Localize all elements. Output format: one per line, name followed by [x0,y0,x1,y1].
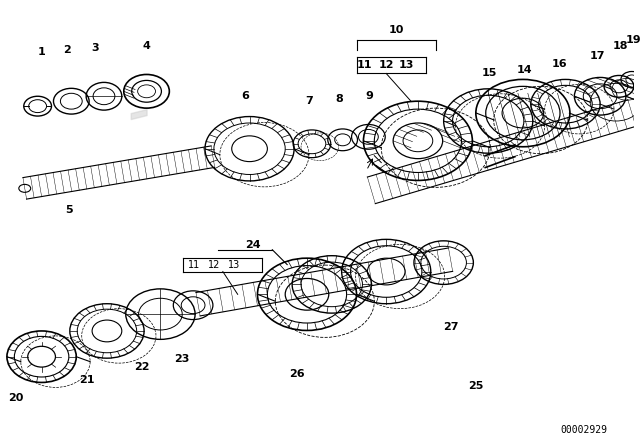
Text: 13: 13 [398,60,413,69]
Text: 7: 7 [305,96,313,106]
Text: 1: 1 [38,47,45,57]
Text: 12: 12 [208,259,220,270]
Text: 24: 24 [244,240,260,250]
Text: 20: 20 [8,393,24,403]
Text: 22: 22 [134,362,149,371]
Text: 19: 19 [626,35,640,45]
Text: 10: 10 [388,25,404,35]
Text: 9: 9 [365,91,373,101]
Text: 12: 12 [378,60,394,69]
Text: 6: 6 [242,91,250,101]
Text: 11: 11 [188,259,200,270]
Text: 15: 15 [481,69,497,78]
Text: 27: 27 [443,322,458,332]
Text: 13: 13 [228,259,240,270]
Text: 11: 11 [356,60,372,69]
Text: 25: 25 [468,381,483,392]
Text: 2: 2 [63,45,71,55]
Text: 23: 23 [175,353,190,364]
Text: 18: 18 [613,41,628,51]
Text: 21: 21 [79,375,95,385]
Text: 5: 5 [65,205,73,215]
Text: 17: 17 [589,51,605,60]
Text: 3: 3 [92,43,99,53]
Text: 14: 14 [517,65,532,74]
Text: 8: 8 [336,94,344,104]
Text: 4: 4 [143,41,150,51]
Text: 26: 26 [289,369,305,379]
Text: 00002929: 00002929 [561,425,608,435]
Text: 16: 16 [552,59,567,69]
